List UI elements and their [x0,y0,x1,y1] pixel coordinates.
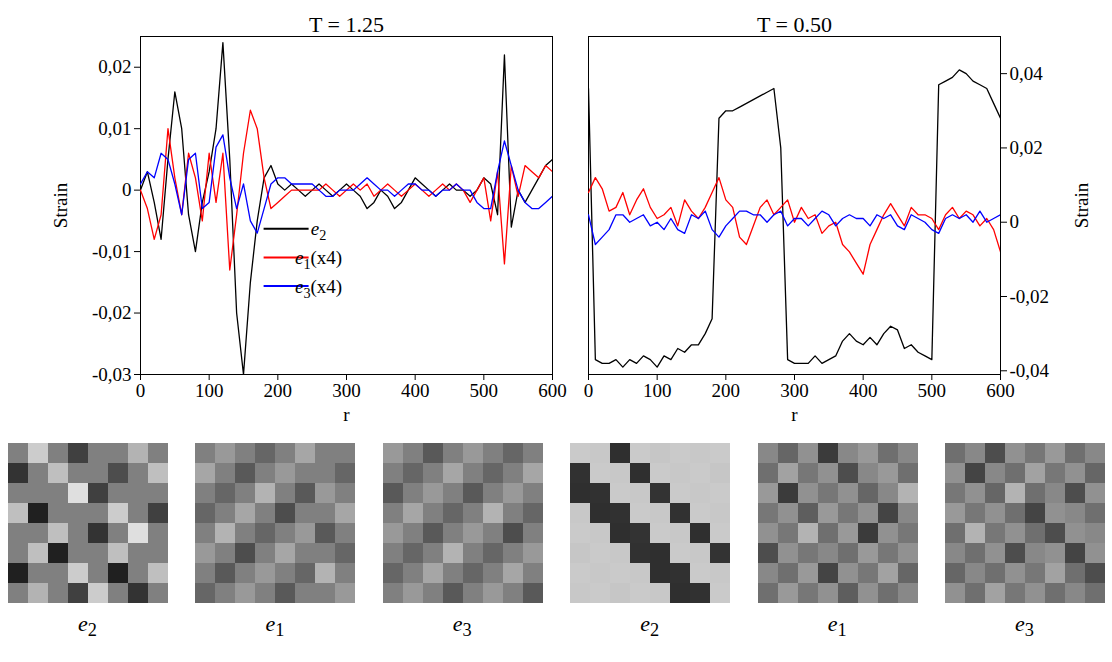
svg-text:400: 400 [401,380,430,401]
svg-text:e2: e2 [311,218,327,243]
html-text:e2: e2 [640,611,660,641]
svg-text:-0,03: -0,03 [92,364,132,385]
svg-text:r: r [791,404,798,425]
svg-text:400: 400 [849,380,878,401]
svg-text:-0,04: -0,04 [1010,360,1050,381]
svg-text:-0,02: -0,02 [92,302,132,323]
svg-text:0,01: 0,01 [98,118,131,139]
svg-text:300: 300 [780,380,809,401]
svg-text:0: 0 [1010,211,1020,232]
html-text:e1: e1 [265,611,285,641]
svg-text:200: 200 [264,380,293,401]
svg-text:Strain: Strain [1071,182,1092,228]
svg-text:Strain: Strain [50,182,71,228]
svg-text:e3(x4): e3(x4) [295,276,342,301]
svg-text:-0,01: -0,01 [92,241,132,262]
svg-text:100: 100 [643,380,672,401]
svg-text:0,02: 0,02 [1010,137,1043,158]
svg-text:0: 0 [136,380,146,401]
svg-text:0,04: 0,04 [1010,63,1044,84]
svg-text:0: 0 [122,179,132,200]
html-text:e2: e2 [78,611,97,641]
svg-text:500: 500 [918,380,947,401]
svg-text:200: 200 [712,380,741,401]
html-text:e3: e3 [1015,611,1034,641]
svg-text:0,02: 0,02 [98,56,131,77]
svg-text:600: 600 [986,380,1015,401]
svg-text:600: 600 [538,380,567,401]
html-text:e3: e3 [452,611,472,641]
svg-text:T = 0.50: T = 0.50 [757,12,832,37]
svg-text:500: 500 [470,380,499,401]
svg-text:r: r [343,404,350,425]
svg-text:100: 100 [195,380,224,401]
html-text:e1: e1 [827,611,847,641]
svg-text:300: 300 [332,380,361,401]
svg-text:-0,02: -0,02 [1010,286,1050,307]
svg-text:0: 0 [584,380,594,401]
svg-text:e1(x4): e1(x4) [295,247,342,272]
svg-text:T = 1.25: T = 1.25 [309,12,384,37]
